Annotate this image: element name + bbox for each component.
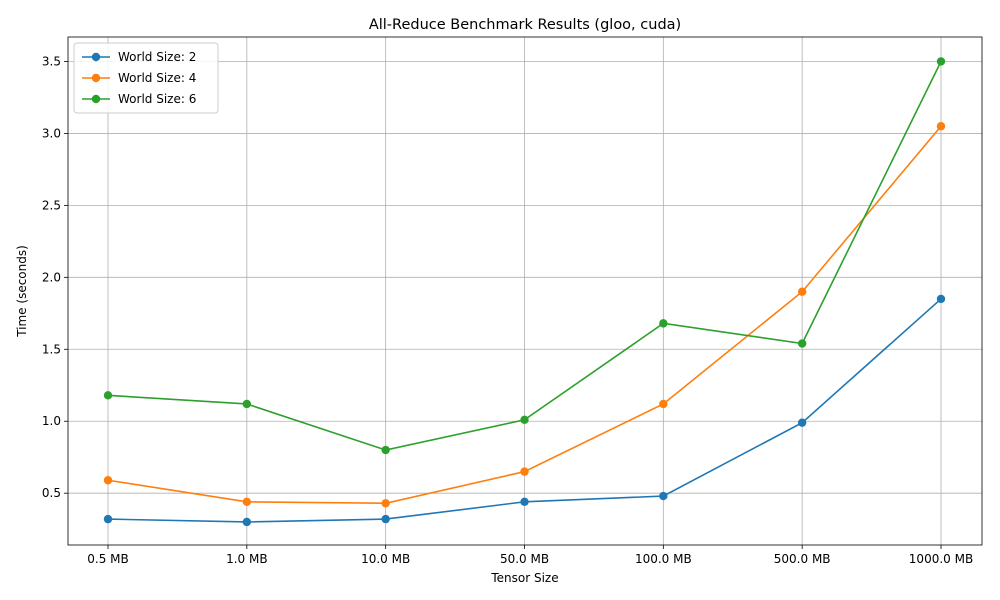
legend-marker [91, 94, 101, 104]
series-2 [103, 122, 946, 508]
data-point [242, 517, 252, 527]
data-point [659, 319, 668, 328]
data-point [797, 287, 807, 296]
data-point [797, 418, 807, 427]
y-axis-label: Time (seconds) [15, 245, 29, 338]
x-tick-label: 500.0 MB [774, 552, 831, 566]
data-point [103, 514, 113, 524]
data-point [659, 399, 668, 409]
data-point [103, 391, 113, 400]
y-tick-label: 3.0 [42, 126, 61, 140]
x-axis: 0.5 MB 1.0 MB 10.0 MB 50.0 MB 100.0 MB 500.0 … [87, 545, 973, 566]
data-point [520, 467, 529, 476]
data-point [381, 514, 390, 524]
plot-area-frame [67, 36, 983, 546]
x-tick-label: 1000.0 MB [909, 552, 973, 566]
legend-box [73, 42, 219, 114]
legend-item: World Size: 2 [82, 50, 196, 64]
data-point [381, 499, 390, 508]
y-tick-label: 3.5 [42, 54, 61, 68]
y-tick-label: 2.5 [42, 198, 61, 212]
data-point [797, 339, 807, 348]
data-point [520, 415, 529, 424]
y-tick-label: 0.5 [42, 486, 61, 500]
data-point [520, 497, 529, 507]
legend-marker [91, 52, 101, 62]
legend-label: World Size: 6 [118, 92, 196, 106]
legend-label: World Size: 2 [118, 50, 196, 64]
chart-title: All-Reduce Benchmark Results (gloo, cuda… [369, 17, 681, 33]
x-tick-label: 10.0 MB [361, 552, 410, 566]
legend-label: World Size: 4 [118, 71, 196, 85]
series-3 [103, 57, 946, 455]
series-layer [103, 57, 946, 527]
data-point [381, 445, 390, 455]
x-tick-label: 100.0 MB [635, 552, 692, 566]
data-point [103, 476, 113, 485]
legend-item: World Size: 4 [82, 71, 196, 85]
y-tick-label: 1.5 [42, 342, 61, 356]
data-point [936, 122, 946, 131]
y-tick-label: 2.0 [42, 270, 61, 284]
legend: World Size: 2 World Size: 4 World Size: 6 [73, 42, 219, 114]
legend-marker [91, 73, 101, 83]
data-point [936, 294, 946, 304]
series-1 [103, 294, 946, 527]
x-axis-label: Tensor Size [490, 571, 558, 585]
x-tick-label: 1.0 MB [226, 552, 267, 566]
legend-item: World Size: 6 [82, 92, 196, 106]
data-point [242, 497, 252, 507]
x-tick-label: 50.0 MB [500, 552, 549, 566]
y-tick-label: 1.0 [42, 414, 61, 428]
data-point [242, 399, 252, 409]
data-point [936, 57, 946, 66]
x-tick-label: 0.5 MB [87, 552, 128, 566]
data-point [659, 491, 668, 501]
y-axis: 0.5 1.0 1.5 2.0 2.5 3.0 3.5 [42, 54, 68, 500]
